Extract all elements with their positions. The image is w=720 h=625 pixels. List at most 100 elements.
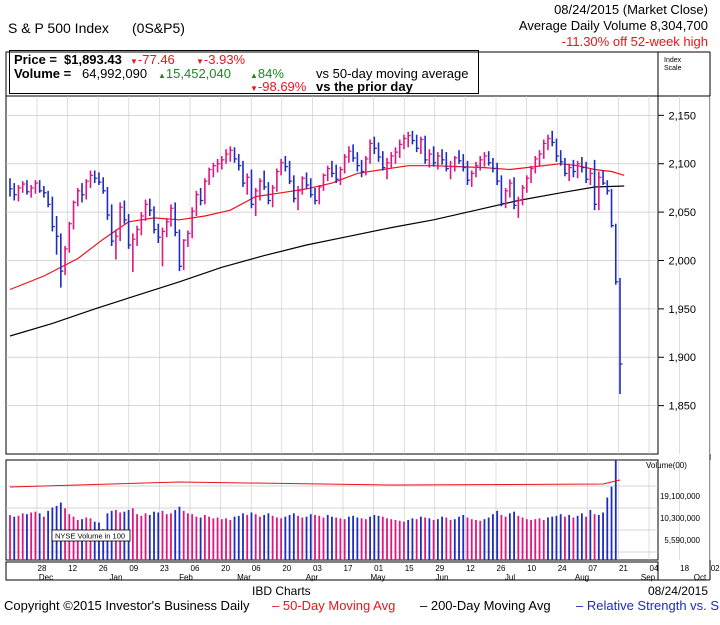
vol-tick-1: 19,100,000 — [660, 492, 701, 501]
price-tick-label: 2,000 — [668, 255, 696, 267]
price-change: ▼-77.46 — [130, 52, 175, 69]
price-bar — [199, 187, 204, 206]
price-bar — [513, 177, 517, 210]
price-bar — [348, 146, 352, 163]
price-bar — [335, 164, 339, 184]
copyright: Copyright ©2015 Investor's Business Dail… — [4, 598, 250, 613]
price-bar — [81, 183, 85, 203]
price-bar — [161, 227, 166, 267]
price-bar — [606, 180, 610, 195]
price-bar — [144, 199, 149, 221]
price-bar — [445, 152, 449, 172]
price-bar — [475, 161, 479, 178]
price-bar — [47, 190, 51, 208]
index-title: S & P 500 Index — [8, 20, 109, 36]
price-bar — [619, 277, 623, 395]
price-bar — [377, 142, 382, 162]
price-bar — [360, 159, 365, 178]
date-axis-labels: 28 12 26 09 23 06 20 06 20 03 17 01 15 29 12 26 10 24 07 21… — [38, 564, 720, 582]
price-bar — [386, 157, 390, 180]
price-bar — [568, 163, 572, 182]
down-arrow-icon: ▼ — [130, 57, 138, 66]
price-bar — [394, 147, 399, 164]
price-bar — [352, 144, 356, 162]
price-bar — [564, 157, 568, 177]
date-day-label: 12 — [68, 564, 77, 573]
date-day-label: 26 — [497, 564, 506, 573]
ma50-line-group — [9, 163, 625, 291]
price-bar — [509, 179, 513, 198]
volume-ma-line — [9, 479, 621, 488]
price-bar — [331, 160, 335, 178]
price-bar — [593, 159, 598, 211]
price-bar — [85, 179, 89, 200]
price-bar — [250, 169, 255, 209]
price-bar — [314, 187, 318, 205]
price-label: Price = — [14, 52, 58, 67]
price-bar — [551, 130, 555, 147]
date-month-label: Feb — [179, 573, 193, 582]
date-day-label: 02 — [711, 564, 720, 573]
price-bar — [55, 215, 60, 255]
date-day-label: 09 — [129, 564, 138, 573]
volume-title: Volume(00) — [646, 461, 687, 470]
price-bar — [500, 175, 504, 207]
price-bar — [428, 149, 432, 168]
price-bar — [526, 175, 530, 193]
scale-label-index: Index — [664, 57, 682, 64]
price-bar — [453, 155, 458, 172]
price-bar — [432, 146, 437, 167]
price-bar — [43, 185, 47, 198]
legend-rs: – Relative Strength vs. S — [576, 598, 720, 613]
price-bar — [178, 229, 183, 272]
price-bar — [51, 196, 55, 232]
date-day-label: 03 — [313, 564, 322, 573]
price-bar — [195, 190, 199, 216]
price-bar — [365, 155, 369, 176]
price-bar — [263, 170, 267, 190]
price-bar — [233, 147, 238, 163]
price-tick-label: 2,150 — [668, 110, 696, 122]
avg-volume: Average Daily Volume 8,304,700 — [518, 18, 708, 33]
price-bar — [492, 157, 496, 173]
price-bar — [602, 170, 606, 186]
date-day-label: 17 — [344, 564, 353, 573]
date-day-label: 12 — [466, 564, 475, 573]
price-bar — [38, 180, 43, 193]
price-bar — [373, 136, 377, 155]
price-bar — [110, 204, 115, 246]
price-bar — [572, 159, 577, 178]
price-bar — [229, 146, 233, 162]
price-bar — [504, 187, 509, 209]
price-bar — [119, 202, 123, 242]
price-bar — [521, 185, 526, 206]
price-bar — [13, 183, 17, 201]
price-change-text: -77.46 — [137, 52, 175, 67]
date-month-label: Apr — [306, 573, 319, 582]
date-day-label: 29 — [435, 564, 444, 573]
price-bar — [318, 185, 322, 205]
price-bar — [437, 152, 441, 170]
volume-bars — [9, 460, 621, 560]
price-bar — [174, 202, 178, 237]
price-bar — [123, 200, 127, 224]
price-bar — [420, 136, 424, 155]
price-bar — [153, 206, 157, 234]
price-bar — [98, 172, 102, 186]
vs-prior-label: vs the prior day — [316, 79, 413, 94]
price-bar — [381, 151, 386, 171]
price-bar — [225, 149, 229, 164]
price-bar — [390, 152, 394, 168]
legend-200: – 200-Day Moving Avg — [420, 598, 551, 613]
price-bar — [326, 165, 331, 182]
price-bar — [470, 170, 475, 187]
price-tick-label: 2,100 — [668, 159, 696, 171]
price-pct: ▼-3.93% — [196, 52, 245, 69]
price-bar — [132, 233, 136, 273]
vol-pct-prior-text: -98.69% — [257, 79, 307, 94]
vol-tick-3: 5,590,000 — [664, 536, 700, 545]
price-bar — [407, 131, 411, 148]
price-bar — [72, 200, 77, 230]
